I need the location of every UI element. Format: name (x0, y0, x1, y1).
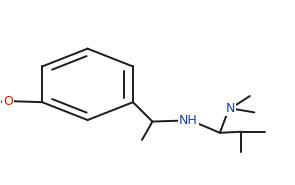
Text: N: N (226, 102, 235, 115)
Text: O: O (3, 95, 13, 108)
Text: NH: NH (179, 114, 198, 127)
